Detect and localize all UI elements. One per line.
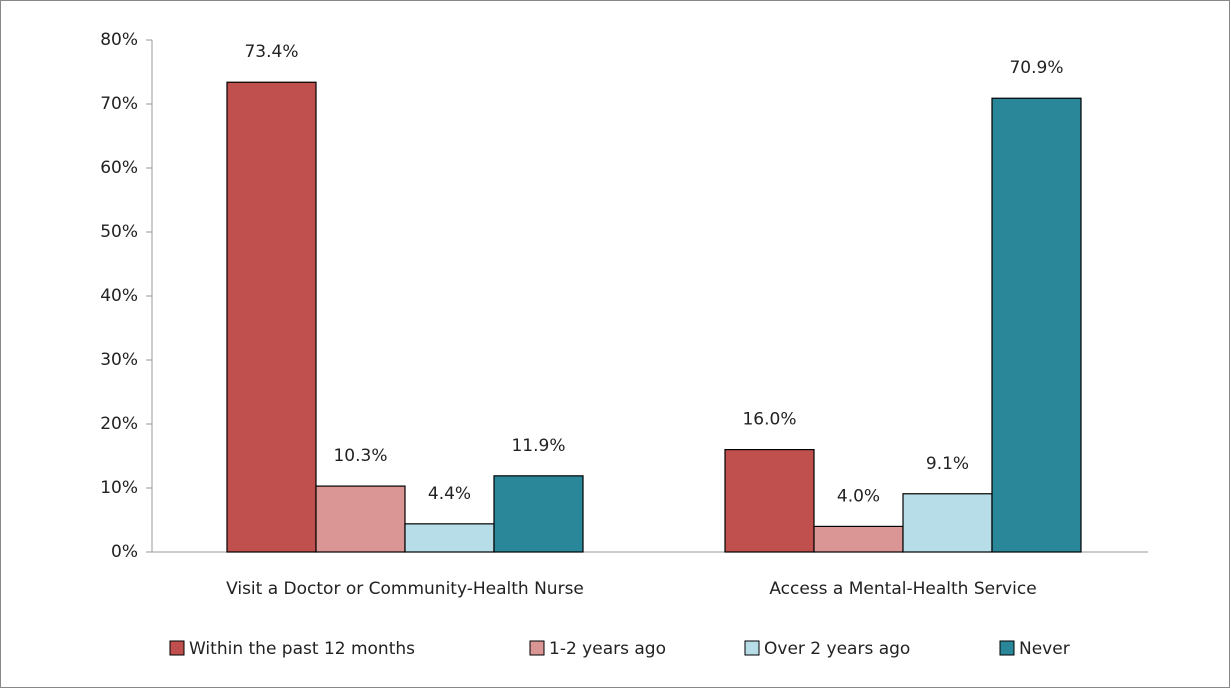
- y-tick-label: 10%: [100, 478, 138, 498]
- bar: [991, 97, 1082, 553]
- legend-swatch: [529, 640, 545, 656]
- bar: [226, 81, 317, 553]
- bar: [315, 485, 406, 553]
- bar: [902, 493, 993, 553]
- x-tick-label: Access a Mental-Health Service: [769, 579, 1036, 599]
- y-tick-label: 30%: [100, 350, 138, 370]
- bar: [724, 449, 815, 553]
- value-label: 10.3%: [333, 446, 387, 466]
- y-tick-label: 80%: [100, 30, 138, 50]
- y-tick-label: 70%: [100, 94, 138, 114]
- bar: [493, 475, 584, 553]
- value-label: 4.0%: [837, 486, 880, 506]
- value-label: 9.1%: [926, 454, 969, 474]
- value-label: 16.0%: [742, 410, 796, 430]
- legend-swatch: [744, 640, 760, 656]
- bar: [404, 523, 495, 553]
- legend-swatch: [999, 640, 1015, 656]
- value-label: 4.4%: [428, 484, 471, 504]
- y-tick-label: 60%: [100, 158, 138, 178]
- bar: [813, 525, 904, 553]
- legend-swatch: [169, 640, 185, 656]
- legend-label: 1-2 years ago: [549, 639, 666, 659]
- x-tick-label: Visit a Doctor or Community-Health Nurse: [226, 579, 584, 599]
- legend-label: Never: [1019, 639, 1070, 659]
- y-tick-label: 50%: [100, 222, 138, 242]
- value-label: 11.9%: [511, 436, 565, 456]
- value-label: 70.9%: [1009, 58, 1063, 78]
- legend-label: Within the past 12 months: [189, 639, 415, 659]
- y-tick-label: 20%: [100, 414, 138, 434]
- value-label: 73.4%: [244, 42, 298, 62]
- y-tick-label: 40%: [100, 286, 138, 306]
- y-tick-label: 0%: [111, 542, 138, 562]
- legend-label: Over 2 years ago: [764, 639, 910, 659]
